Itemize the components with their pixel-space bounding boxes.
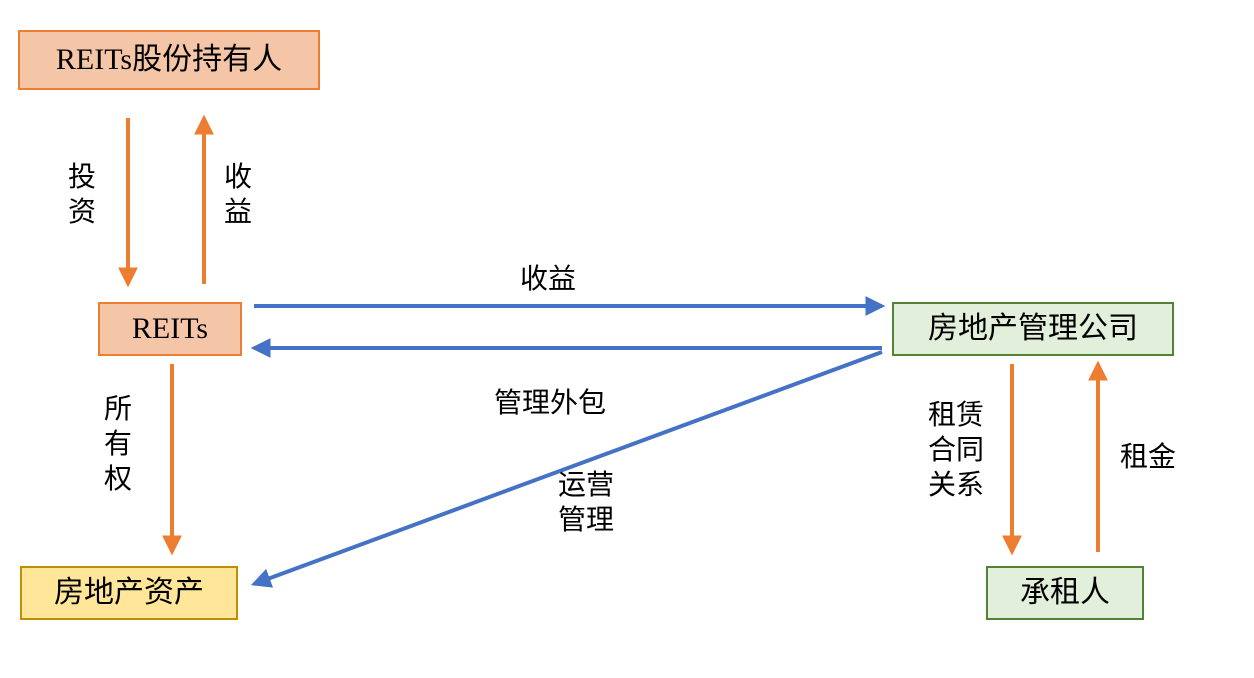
edge-label-rent: 租金 [1120,440,1176,475]
edge-label-operate: 运营管理 [558,468,614,538]
node-reits-shareholders: REITs股份持有人 [18,30,320,90]
edge-label-invest: 投资 [68,160,96,230]
edge-label-return-vertical: 收益 [224,160,252,230]
node-label: REITs股份持有人 [56,42,282,78]
node-label: 承租人 [1020,575,1110,611]
node-tenant: 承租人 [986,566,1144,620]
node-reits: REITs [98,302,242,356]
edge-label-ownership: 所有权 [104,392,132,497]
node-label: 房地产管理公司 [928,311,1138,347]
node-label: REITs [132,311,208,347]
node-real-estate-assets: 房地产资产 [20,566,238,620]
edge-label-return-horizontal: 收益 [520,262,576,297]
node-label: 房地产资产 [54,575,204,611]
edge-label-outsource: 管理外包 [494,386,606,421]
edge-label-lease: 租赁合同关系 [928,398,984,503]
node-property-management-company: 房地产管理公司 [892,302,1174,356]
